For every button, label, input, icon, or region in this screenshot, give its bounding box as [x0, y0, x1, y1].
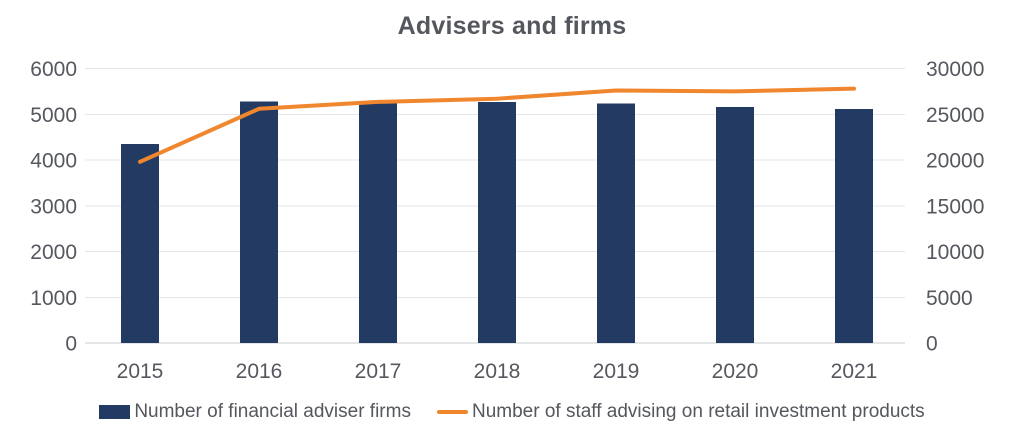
legend-swatch-staff-line — [436, 410, 468, 414]
legend-item-firms: Number of financial adviser firms — [99, 401, 411, 423]
right-axis-tick: 30000 — [926, 58, 984, 81]
left-axis-tick: 5000 — [30, 104, 77, 127]
x-axis-label-2016: 2016 — [236, 360, 283, 383]
bar-2020 — [716, 106, 754, 344]
legend-label-staff: Number of staff advising on retail inves… — [471, 401, 925, 422]
left-axis-tick: 2000 — [30, 241, 77, 264]
right-axis-tick: 25000 — [926, 104, 984, 127]
x-axis-label-2017: 2017 — [355, 360, 402, 383]
bar-2021 — [835, 109, 873, 343]
left-axis-tick: 4000 — [30, 150, 77, 173]
bar-2016 — [240, 101, 278, 343]
left-axis-tick: 0 — [65, 333, 77, 356]
legend-swatch-firms-bar — [99, 405, 131, 419]
left-axis-tick: 1000 — [30, 287, 77, 310]
right-axis-tick: 20000 — [926, 150, 984, 173]
bar-2015 — [121, 143, 159, 343]
bar-2018 — [478, 101, 516, 344]
x-axis-label-2021: 2021 — [831, 360, 878, 383]
x-axis-label-2019: 2019 — [593, 360, 640, 383]
right-axis-tick: 0 — [926, 333, 938, 356]
right-axis-tick: 15000 — [926, 195, 984, 218]
right-axis-tick: 10000 — [926, 241, 984, 264]
legend-item-staff: Number of staff advising on retail inves… — [436, 401, 925, 423]
legend-label-firms: Number of financial adviser firms — [134, 401, 411, 422]
chart-legend: Number of financial adviser firms Number… — [0, 398, 1024, 426]
staff-line — [138, 86, 856, 164]
left-axis-tick: 6000 — [30, 58, 77, 81]
x-axis-label-2020: 2020 — [712, 360, 759, 383]
x-axis-label-2018: 2018 — [474, 360, 521, 383]
x-axis-label-2015: 2015 — [117, 360, 164, 383]
left-axis-tick: 3000 — [30, 195, 77, 218]
bar-2019 — [597, 103, 635, 344]
chart-title: Advisers and firms — [397, 12, 627, 40]
right-axis-tick: 5000 — [926, 287, 973, 310]
bar-2017 — [359, 102, 397, 343]
